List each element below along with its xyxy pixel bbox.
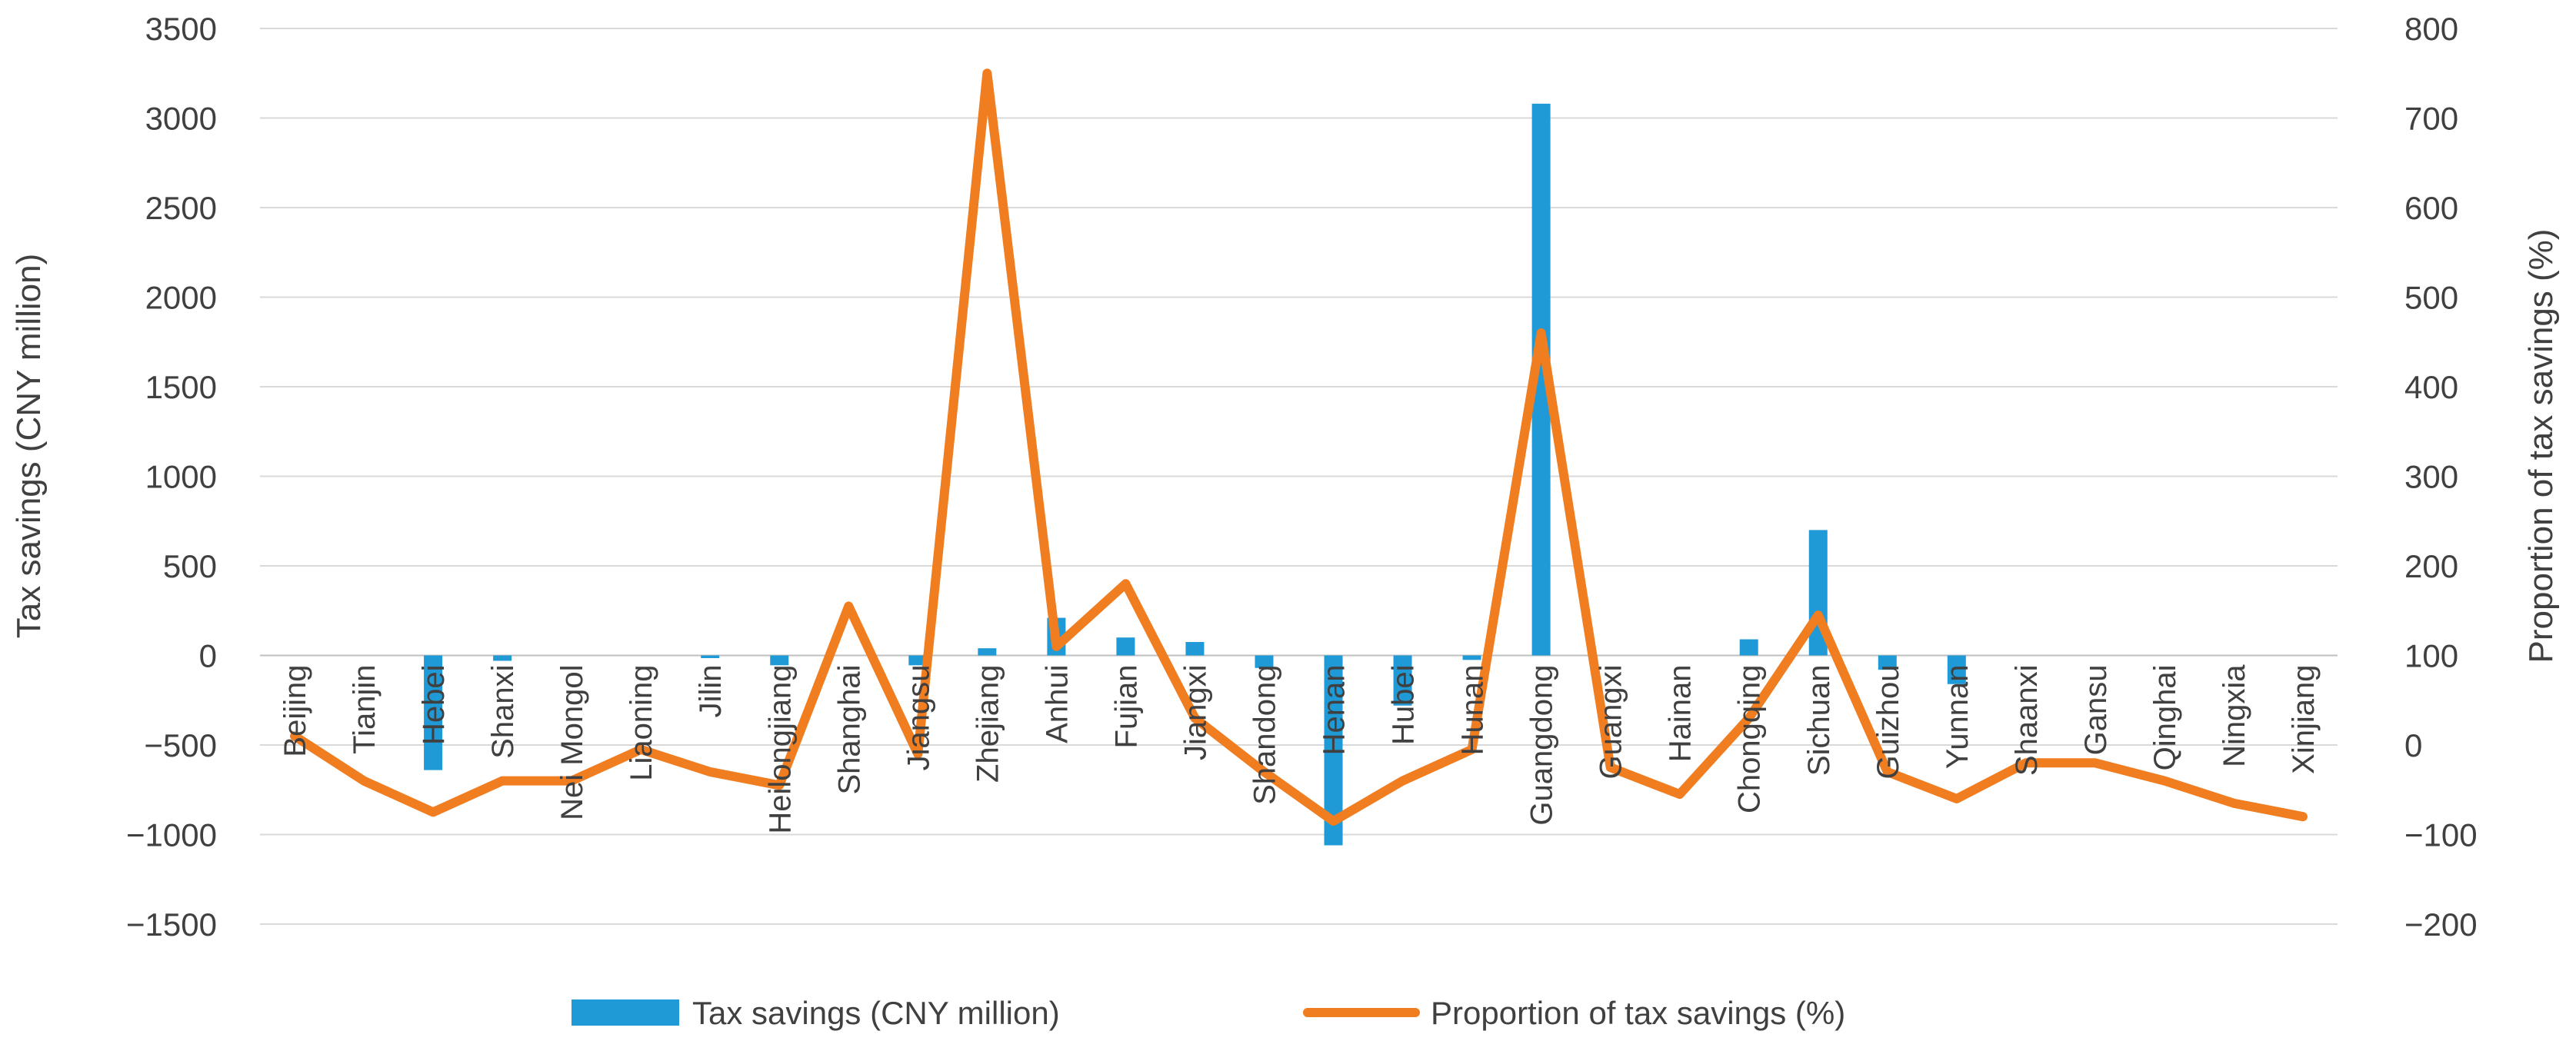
category-label: Heilongjiang	[763, 665, 797, 834]
bar	[493, 655, 512, 661]
left-tick-label: −500	[144, 727, 217, 763]
bar	[1255, 655, 1274, 668]
line-point	[778, 784, 780, 786]
category-label: Nei Mongol	[555, 665, 589, 820]
category-label: Guizhou	[1871, 665, 1905, 780]
right-tick-label: 100	[2404, 638, 2458, 674]
line-point	[502, 780, 503, 782]
category-label: Yunnan	[1941, 665, 1974, 770]
bar	[701, 655, 720, 658]
category-label: Qinghai	[2148, 665, 2182, 771]
category-label: Shanghai	[832, 665, 866, 795]
bar	[1393, 655, 1412, 706]
line-point	[1055, 646, 1057, 647]
line-point	[1748, 717, 1750, 719]
category-label: Beijing	[278, 665, 312, 757]
left-axis-ticks: −1500 −1000 −500 0 500 1000 1500 2000 2500 3000 35…	[126, 11, 217, 943]
category-label: Shaanxi	[2010, 665, 2044, 777]
category-label: Gansu	[2079, 665, 2113, 756]
proportion-line	[290, 68, 2308, 826]
x-axis-labels: Beijing Tianjin Hebei Shanxi Nei Mongol Liaon…	[278, 664, 2321, 834]
left-tick-label: 2000	[145, 280, 217, 316]
bar-series	[285, 103, 2312, 846]
category-label: Chongqing	[1733, 665, 1767, 814]
category-label: Fujian	[1109, 665, 1143, 749]
line-point	[1610, 767, 1611, 768]
left-axis-title: Tax savings (CNY million)	[10, 254, 48, 638]
line-point	[709, 771, 711, 773]
line-point	[1887, 771, 1888, 773]
bar	[770, 655, 789, 666]
left-tick-label: 3000	[145, 101, 217, 137]
bar	[1739, 639, 1758, 656]
category-label: Hunan	[1456, 665, 1490, 756]
line-point	[432, 811, 434, 813]
right-tick-label: 500	[2404, 280, 2458, 316]
bar	[908, 655, 928, 666]
category-label: Guangdong	[1525, 665, 1559, 826]
bar	[1116, 637, 1135, 656]
category-label: Hebei	[417, 665, 451, 746]
left-tick-label: 3500	[145, 11, 217, 47]
line-point	[1956, 798, 1958, 800]
bar	[424, 655, 443, 770]
line-point	[848, 605, 849, 607]
category-label: Zhejiang	[971, 665, 1005, 783]
category-label: Shanxi	[486, 665, 520, 759]
left-tick-label: 0	[199, 638, 217, 674]
right-tick-label: −200	[2404, 906, 2478, 943]
line-point	[1679, 793, 1681, 795]
line-series	[290, 68, 2308, 826]
category-label: Sichuan	[1802, 665, 1836, 777]
line-point	[1333, 820, 1335, 822]
right-tick-label: 700	[2404, 101, 2458, 137]
gridlines	[260, 28, 2338, 925]
left-tick-label: 1000	[145, 459, 217, 495]
right-tick-label: −100	[2404, 817, 2478, 853]
bar	[1462, 655, 1481, 660]
category-label: Xinjiang	[2287, 665, 2321, 774]
bar	[1947, 655, 1966, 684]
line-point	[1471, 749, 1473, 750]
left-tick-label: −1000	[126, 817, 217, 853]
right-tick-label: 600	[2404, 190, 2458, 226]
left-tick-label: 500	[163, 548, 217, 584]
category-label: Jilin	[694, 665, 728, 718]
category-label: Guangxi	[1595, 665, 1628, 780]
category-label: Shandong	[1248, 665, 1281, 805]
right-tick-label: 400	[2404, 369, 2458, 405]
category-label: Henan	[1318, 665, 1351, 756]
category-label: Ningxia	[2218, 664, 2251, 767]
line-point	[1263, 771, 1265, 773]
category-label: Hainan	[1664, 665, 1698, 763]
left-tick-label: 1500	[145, 369, 217, 405]
category-label: Hubei	[1387, 665, 1421, 746]
category-label: Anhui	[1040, 665, 1074, 743]
legend-bar-swatch	[572, 999, 679, 1026]
category-label: Tianjin	[348, 665, 382, 754]
right-tick-label: 200	[2404, 548, 2458, 584]
right-tick-label: 800	[2404, 11, 2458, 47]
left-tick-label: −1500	[126, 906, 217, 943]
bar	[1878, 655, 1897, 670]
bar	[1185, 642, 1205, 656]
legend-line-label: Proportion of tax savings (%)	[1431, 995, 1845, 1031]
left-tick-label: 2500	[145, 190, 217, 226]
right-tick-label: 300	[2404, 459, 2458, 495]
line-point	[363, 780, 365, 782]
right-axis-title: Proportion of tax savings (%)	[2522, 229, 2560, 664]
line-point	[640, 749, 642, 750]
category-label: Jiangsu	[901, 665, 935, 771]
legend-bar-label: Tax savings (CNY million)	[692, 995, 1060, 1031]
category-label: Jiangxi	[1178, 665, 1212, 761]
bar	[978, 648, 997, 656]
right-tick-label: 0	[2404, 727, 2422, 763]
category-label: Liaoning	[625, 665, 658, 781]
legend: Tax savings (CNY million) Proportion of …	[572, 995, 1845, 1031]
line-point	[1402, 780, 1404, 782]
right-axis-ticks: −200 −100 0 100 200 300 400 500 600 700 800	[2404, 11, 2478, 943]
line-point	[986, 72, 988, 74]
